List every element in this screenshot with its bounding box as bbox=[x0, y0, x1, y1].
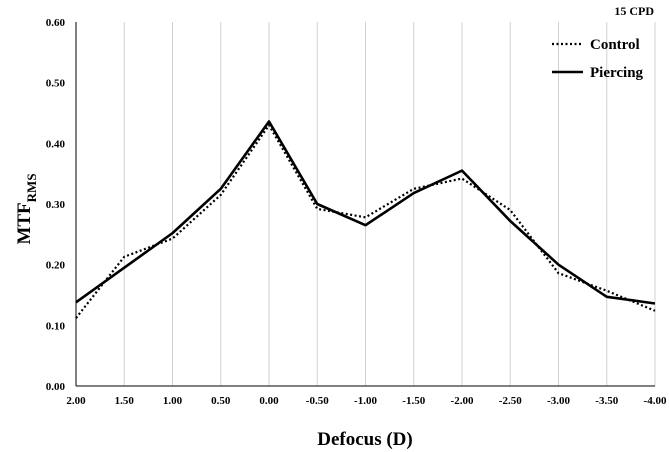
legend-label-control: Control bbox=[590, 37, 640, 53]
x-tick-labels: 2.00 1.50 1.00 0.50 0.00 -0.50 -1.00 -1.50 -2.00… bbox=[66, 395, 667, 407]
x-tick-label: -3.50 bbox=[595, 395, 618, 407]
y-tick-labels: 0.00 0.10 0.20 0.30 0.40 0.50 0.60 bbox=[46, 17, 66, 393]
series-lines bbox=[75, 120, 656, 319]
y-axis-title-subscript: RMS bbox=[24, 173, 39, 202]
y-tick-label: 0.10 bbox=[46, 320, 66, 332]
x-tick-label: 1.50 bbox=[115, 395, 135, 407]
legend-label-piercing: Piercing bbox=[590, 65, 644, 81]
x-axis-title: Defocus (D) bbox=[317, 429, 413, 450]
y-tick-label: 0.30 bbox=[46, 199, 66, 211]
y-tick-label: 0.00 bbox=[46, 381, 66, 393]
x-tick-label: -1.00 bbox=[354, 395, 377, 407]
x-tick-label: -1.50 bbox=[402, 395, 425, 407]
x-tick-label: -2.00 bbox=[451, 395, 474, 407]
corner-label: 15 CPD bbox=[614, 4, 654, 18]
x-tick-label: -2.50 bbox=[499, 395, 522, 407]
x-tick-label: 2.00 bbox=[66, 395, 86, 407]
chart-axes bbox=[75, 22, 655, 387]
x-tick-label: 0.00 bbox=[259, 395, 279, 407]
y-axis-title-main: MTF bbox=[14, 202, 35, 244]
x-tick-label: -3.00 bbox=[547, 395, 570, 407]
x-tick-label: -0.50 bbox=[306, 395, 329, 407]
x-tick-label: 0.50 bbox=[211, 395, 231, 407]
series-line-piercing bbox=[75, 120, 656, 305]
legend: Control Piercing bbox=[552, 37, 644, 81]
x-tick-label: 1.00 bbox=[163, 395, 183, 407]
y-tick-label: 0.20 bbox=[46, 260, 66, 272]
y-tick-label: 0.40 bbox=[46, 138, 66, 150]
series-line-control bbox=[75, 124, 656, 319]
x-tick-label: -4.00 bbox=[644, 395, 667, 407]
y-tick-label: 0.50 bbox=[46, 78, 66, 90]
y-tick-label: 0.60 bbox=[46, 17, 66, 29]
y-axis-title: MTFRMS bbox=[14, 173, 39, 244]
